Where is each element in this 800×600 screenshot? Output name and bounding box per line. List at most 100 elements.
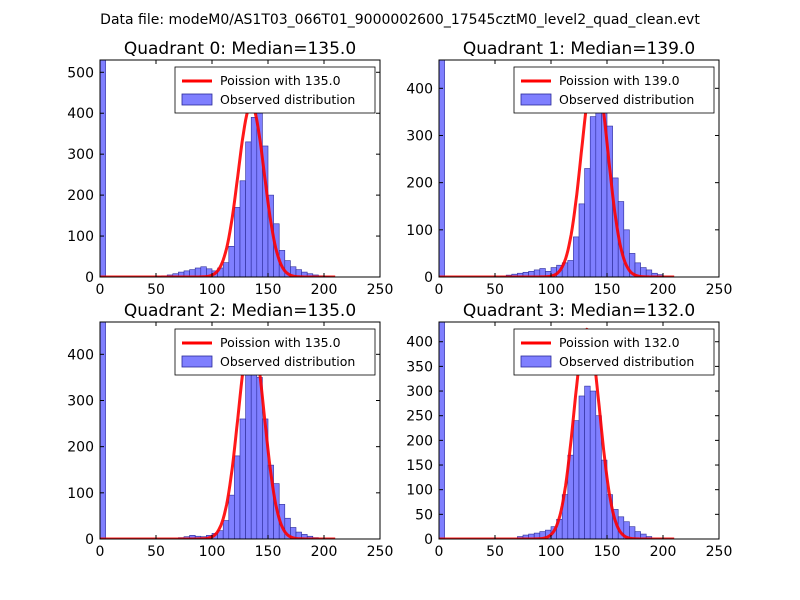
x-tick-label: 250 (367, 282, 394, 298)
legend: Poission with 139.0 Observed distribution (513, 66, 715, 114)
x-tick-label: 250 (706, 544, 733, 560)
legend-label-poisson: Poission with 139.0 (559, 73, 680, 88)
y-tick-label: 400 (406, 335, 433, 351)
histogram-bar (250, 117, 258, 277)
histogram-bar (578, 203, 585, 277)
histogram-bar (439, 322, 445, 539)
histogram-bar (567, 260, 574, 277)
legend-label-observed: Observed distribution (559, 354, 694, 369)
subplot-title: Quadrant 0: Median=135.0 (124, 39, 356, 59)
x-tick-label: 0 (96, 282, 105, 298)
x-tick-label: 250 (706, 282, 733, 298)
x-tick-label: 250 (367, 544, 394, 560)
x-tick-label: 50 (486, 282, 504, 298)
y-tick-label: 350 (406, 359, 433, 375)
histogram-bar (228, 494, 235, 539)
legend-bar-swatch (520, 355, 552, 368)
subplot-quadrant-3: 0 50 100 150 200 250 0 50 100 150 200 250 300 350 400 Q… (406, 301, 732, 560)
histogram-bar (578, 395, 585, 539)
y-tick-label: 300 (67, 393, 94, 409)
histogram-bar (222, 520, 230, 539)
legend-label-poisson: Poission with 132.0 (559, 335, 680, 350)
histogram-bar (573, 236, 580, 277)
y-tick-label: 0 (85, 270, 94, 286)
axes-frame (99, 321, 381, 540)
legend-label-poisson: Poission with 135.0 (220, 73, 341, 88)
axes-frame (438, 321, 720, 540)
y-tick-label: 300 (67, 147, 94, 163)
histogram-bar (239, 418, 246, 539)
y-tick-label: 250 (406, 409, 433, 425)
histogram-bar (100, 60, 106, 277)
legend-label-observed: Observed distribution (559, 92, 694, 107)
plot-area (100, 322, 336, 539)
x-tick-label: 150 (255, 544, 282, 560)
legend-bar-swatch (520, 93, 552, 106)
x-tick-label: 200 (650, 282, 677, 298)
x-tick-label: 0 (96, 544, 105, 560)
x-tick-label: 150 (255, 282, 282, 298)
x-tick-label: 150 (594, 544, 621, 560)
legend-label-poisson: Poission with 135.0 (220, 335, 341, 350)
x-tick-label: 50 (486, 544, 504, 560)
y-tick-label: 150 (406, 458, 433, 474)
histogram-bar (439, 60, 445, 277)
histogram-bar (589, 116, 597, 277)
y-tick-label: 300 (406, 128, 433, 144)
axes-frame (438, 59, 720, 278)
plot-area (439, 60, 675, 277)
histogram-bar (245, 372, 252, 539)
histogram-bar (239, 180, 246, 277)
y-tick-label: 300 (406, 384, 433, 400)
histogram-bar (584, 385, 591, 539)
y-tick-label: 0 (85, 532, 94, 548)
legend-label-observed: Observed distribution (220, 92, 355, 107)
legend-bar-swatch (181, 93, 213, 106)
y-tick-label: 400 (67, 347, 94, 363)
histogram-bar (222, 262, 230, 277)
subplot-title: Quadrant 3: Median=132.0 (463, 301, 695, 321)
x-tick-label: 0 (435, 544, 444, 560)
histogram-bar (589, 390, 597, 539)
x-tick-label: 100 (538, 544, 565, 560)
subplot-title: Quadrant 2: Median=135.0 (124, 301, 356, 321)
x-tick-label: 50 (147, 282, 165, 298)
plot-area (100, 60, 336, 277)
y-tick-label: 400 (67, 106, 94, 122)
x-tick-label: 200 (311, 282, 338, 298)
histogram-bar (250, 367, 258, 539)
legend: Poission with 135.0 Observed distribution (174, 66, 376, 114)
legend-label-observed: Observed distribution (220, 354, 355, 369)
y-tick-label: 200 (67, 188, 94, 204)
y-tick-label: 100 (406, 483, 433, 499)
y-tick-label: 50 (415, 507, 433, 523)
histogram-bar (234, 207, 241, 277)
y-tick-label: 400 (406, 81, 433, 97)
y-tick-label: 0 (424, 532, 433, 548)
subplot-quadrant-2: 0 50 100 150 200 250 0 100 200 300 400 Quadrant 2: … (67, 301, 393, 560)
y-tick-label: 100 (67, 486, 94, 502)
legend: Poission with 132.0 Observed distribution (513, 328, 715, 376)
histogram-bar (245, 141, 252, 277)
x-tick-label: 0 (435, 282, 444, 298)
subplots: 0 50 100 150 200 2500100200300400500Quadrant … (67, 39, 732, 560)
histogram-bar (595, 102, 602, 277)
y-tick-label: 200 (406, 176, 433, 192)
legend: Poission with 135.0 Observed distribution (174, 328, 376, 376)
histogram-bar (228, 245, 235, 277)
subplot-quadrant-0: 0 50 100 150 200 250 0 100 200 300 400 500 Quadrant … (67, 39, 393, 298)
y-tick-label: 200 (406, 433, 433, 449)
histogram-bar (584, 168, 591, 277)
histogram-bar (234, 455, 241, 539)
y-tick-label: 200 (67, 440, 94, 456)
x-tick-label: 200 (311, 544, 338, 560)
subplot-title: Quadrant 1: Median=139.0 (463, 39, 695, 59)
x-tick-label: 200 (650, 544, 677, 560)
y-tick-label: 0 (424, 270, 433, 286)
histogram-bar (573, 420, 580, 539)
y-tick-label: 500 (67, 65, 94, 81)
x-tick-label: 100 (199, 544, 226, 560)
figure-suptitle: Data file: modeM0/AS1T03_066T01_90000026… (100, 12, 700, 28)
legend-bar-swatch (181, 355, 213, 368)
